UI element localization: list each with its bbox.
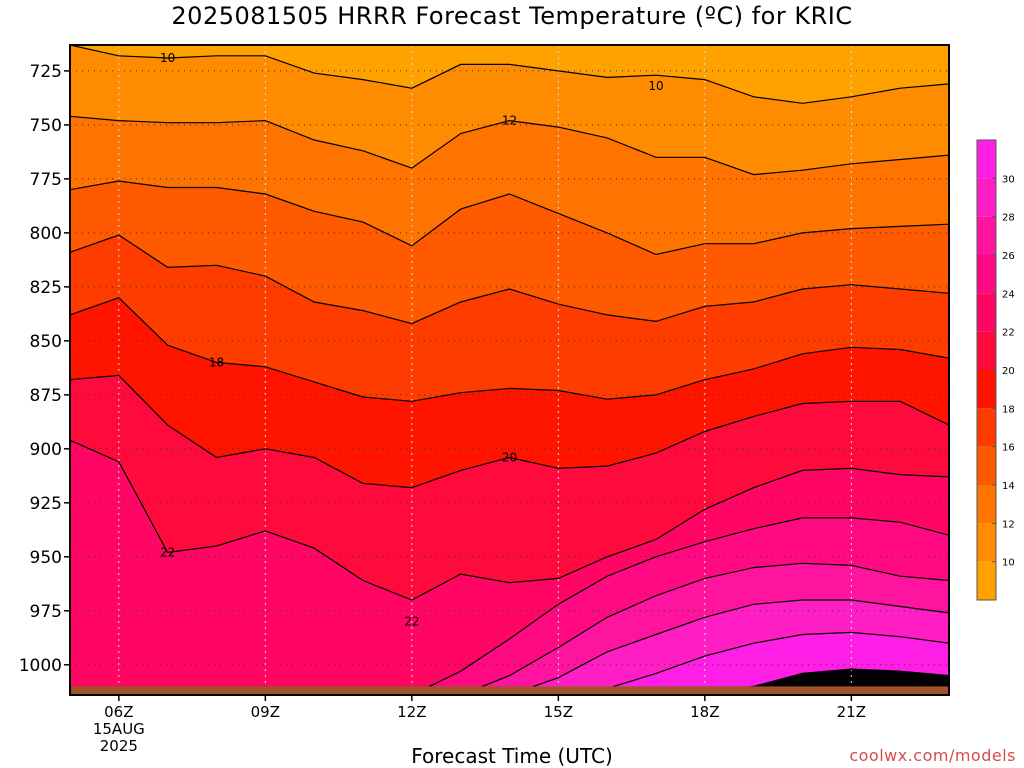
y-tick-label: 850 bbox=[30, 332, 62, 352]
isotherm-20 bbox=[70, 374, 949, 489]
colorbar-segment bbox=[977, 140, 996, 179]
colorbar-segment bbox=[977, 408, 996, 447]
isotherm-24 bbox=[411, 517, 949, 695]
x-axis-label: Forecast Time (UTC) bbox=[411, 744, 613, 768]
colorbar-segment bbox=[977, 370, 996, 409]
y-tick-label: 750 bbox=[30, 116, 62, 136]
isotherm-30 bbox=[558, 631, 949, 695]
colorbar-segment bbox=[977, 561, 996, 600]
y-tick-label: 875 bbox=[30, 386, 62, 406]
y-tick-label: 950 bbox=[30, 548, 62, 568]
x-tick-label: 21Z bbox=[837, 703, 866, 721]
y-tick-label: 925 bbox=[30, 494, 62, 514]
x-tick-label: 09Z bbox=[251, 703, 280, 721]
colorbar-label: 16 bbox=[1002, 443, 1015, 454]
colorbar-label: 22 bbox=[1002, 328, 1015, 339]
colorbar-segment bbox=[977, 178, 996, 217]
x-tick-label: 06Z bbox=[104, 703, 133, 721]
colorbar-label: 14 bbox=[1002, 481, 1015, 492]
y-tick-label: 975 bbox=[30, 602, 62, 622]
colorbar-label: 18 bbox=[1002, 404, 1015, 415]
isotherm-18 bbox=[70, 297, 949, 402]
isotherm-label-10: 10 bbox=[160, 51, 175, 65]
y-tick-label: 725 bbox=[30, 62, 62, 82]
isotherm-label-20: 20 bbox=[502, 450, 517, 464]
isotherm-26 bbox=[460, 562, 949, 695]
colorbar-label: 10 bbox=[1002, 558, 1015, 569]
x-tick-label: 12Z bbox=[397, 703, 426, 721]
isotherm-label-12: 12 bbox=[502, 114, 517, 128]
ground-surface bbox=[70, 686, 949, 695]
colorbar-label: 12 bbox=[1002, 519, 1015, 530]
isotherm-10 bbox=[70, 45, 949, 104]
isotherm-14 bbox=[70, 180, 949, 256]
colorbar-segment bbox=[977, 293, 996, 332]
colorbar-segment bbox=[977, 331, 996, 370]
isotherm-12 bbox=[70, 115, 949, 176]
isotherm-22 bbox=[70, 439, 949, 601]
plot-frame bbox=[69, 44, 950, 696]
y-tick-label: 800 bbox=[30, 224, 62, 244]
page-title: 2025081505 HRRR Forecast Temperature (ºC… bbox=[171, 2, 853, 30]
y-tick-label: 825 bbox=[30, 278, 62, 298]
colorbar-label: 28 bbox=[1002, 213, 1015, 224]
colorbar-label: 30 bbox=[1002, 174, 1015, 185]
colorbar-segment bbox=[977, 446, 996, 485]
colorbar-label: 20 bbox=[1002, 366, 1015, 377]
x-tick-label: 15Z bbox=[544, 703, 573, 721]
x-date-label: 15AUG bbox=[93, 720, 145, 738]
colorbar-segment bbox=[977, 255, 996, 294]
isotherm-label-22: 22 bbox=[160, 545, 175, 559]
credit-text: coolwx.com/models bbox=[849, 746, 1016, 765]
isotherm-label-10: 10 bbox=[648, 79, 663, 93]
colorbar-segment bbox=[977, 523, 996, 562]
x-tick-label: 18Z bbox=[690, 703, 719, 721]
isotherm-label-18: 18 bbox=[209, 355, 224, 369]
isotherm-label-22: 22 bbox=[404, 615, 419, 629]
colorbar-segment bbox=[977, 485, 996, 524]
y-tick-label: 1000 bbox=[19, 656, 62, 676]
isotherm-16 bbox=[70, 234, 949, 325]
colorbar-label: 26 bbox=[1002, 251, 1015, 262]
isotherm-28 bbox=[509, 599, 949, 695]
colorbar-segment bbox=[977, 216, 996, 255]
colorbar-label: 24 bbox=[1002, 289, 1015, 300]
y-tick-label: 775 bbox=[30, 170, 62, 190]
x-date-label: 2025 bbox=[100, 737, 138, 755]
y-tick-label: 900 bbox=[30, 440, 62, 460]
